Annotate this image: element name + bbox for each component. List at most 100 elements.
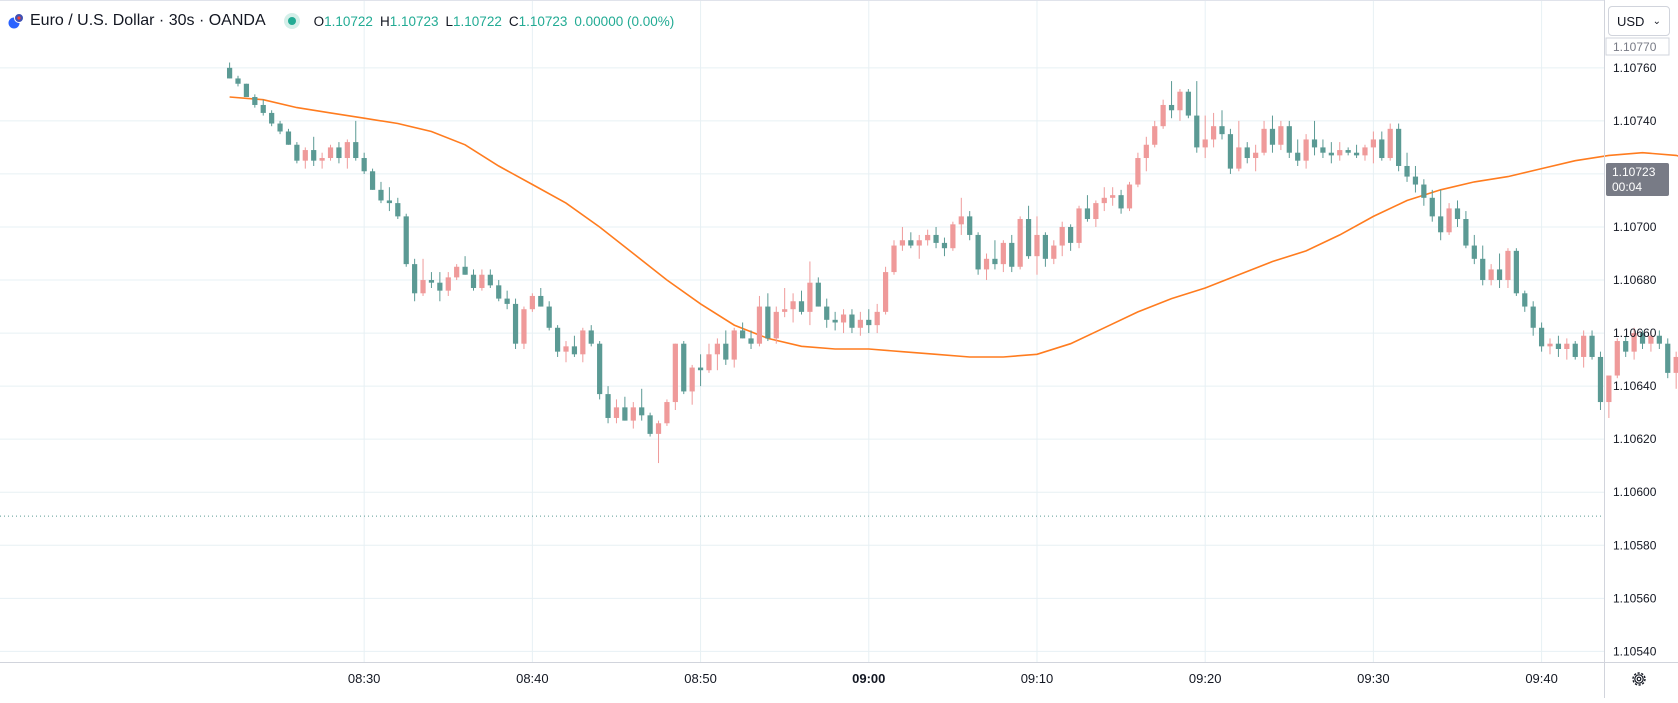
candle-body <box>369 171 376 190</box>
candle-body <box>1068 226 1074 243</box>
candle-body <box>269 112 275 124</box>
currency-selector[interactable]: USD ⌄ <box>1608 6 1670 36</box>
candle <box>1168 81 1175 119</box>
candle <box>933 226 939 249</box>
candle <box>1673 351 1678 389</box>
candle <box>1017 216 1023 270</box>
candle-body <box>1253 152 1259 159</box>
high-label: H <box>379 13 390 29</box>
candle-body <box>647 415 653 434</box>
low-label: L <box>445 13 454 29</box>
candle <box>1530 301 1536 336</box>
candle-body <box>1547 343 1553 347</box>
y-tick-label: 1.10640 <box>1613 379 1657 393</box>
candle-body <box>445 277 451 291</box>
candle-body <box>706 354 712 371</box>
price-tag-box <box>1606 163 1669 196</box>
candle <box>765 293 771 342</box>
candle-body <box>1505 250 1511 281</box>
candle-body <box>664 402 670 424</box>
candle-body <box>714 343 721 355</box>
candle-body <box>689 367 695 392</box>
chart-settings-button[interactable] <box>1628 668 1650 690</box>
candle-body <box>1480 258 1486 281</box>
y-tick-label: 1.10580 <box>1613 538 1657 552</box>
x-tick-label: 09:00 <box>852 671 885 686</box>
moving-average-line <box>229 96 1678 358</box>
candle-body <box>731 330 737 360</box>
candle <box>1194 81 1200 153</box>
candle-body <box>1522 293 1528 307</box>
candle-body <box>1538 327 1545 347</box>
candle <box>1631 327 1637 360</box>
candle-body <box>521 309 527 344</box>
candle <box>815 277 821 307</box>
candle <box>1084 195 1091 222</box>
candle-body <box>1143 144 1149 159</box>
candle <box>1547 338 1553 355</box>
candle <box>639 388 645 421</box>
x-tick-label: 08:30 <box>348 671 381 686</box>
candle-body <box>1152 126 1158 145</box>
candle <box>1320 139 1326 159</box>
candle-body <box>925 234 931 241</box>
top-price-box <box>1605 37 1670 56</box>
candle <box>723 330 729 365</box>
candle <box>1076 205 1082 249</box>
candle <box>832 311 838 331</box>
candle-body <box>420 280 426 294</box>
candle-body <box>798 301 805 312</box>
candle <box>428 272 435 288</box>
candle-body <box>1496 269 1503 281</box>
candle-body <box>252 97 258 105</box>
candle-body <box>983 258 990 270</box>
candle <box>1034 216 1040 275</box>
candle-body <box>1656 335 1662 344</box>
market-status-icon[interactable] <box>283 13 300 29</box>
candle-body <box>1101 197 1107 204</box>
candle <box>1286 120 1292 159</box>
candle <box>1454 200 1461 227</box>
low-value: 1.10722 <box>453 13 502 29</box>
candle-body <box>815 282 821 307</box>
candle-body <box>412 264 418 294</box>
candle <box>1488 264 1494 286</box>
y-tick-label: 1.10760 <box>1613 61 1657 75</box>
candle-body <box>496 285 502 299</box>
candle <box>1177 89 1183 121</box>
candle <box>1572 341 1578 360</box>
y-tick-label: 1.10620 <box>1613 432 1657 446</box>
candle <box>1412 165 1419 193</box>
candle-body <box>891 245 897 273</box>
candle <box>1496 253 1503 288</box>
candle <box>1009 234 1015 273</box>
candle-body <box>353 142 359 159</box>
candle-body <box>1084 208 1091 220</box>
candle <box>605 386 611 424</box>
candle <box>395 197 401 220</box>
symbol-title[interactable]: Euro / U.S. Dollar · 30s · OANDA <box>30 12 266 29</box>
candle-body <box>302 150 308 161</box>
candle <box>378 181 384 204</box>
y-tick-label: 1.10740 <box>1613 114 1657 128</box>
candle-body <box>1429 197 1435 217</box>
candle <box>1042 232 1048 267</box>
candle <box>874 303 880 334</box>
candle-body <box>1597 356 1604 403</box>
candle-body <box>630 407 636 421</box>
candles-layer <box>226 62 1678 464</box>
candle-body <box>260 104 266 113</box>
ohlc-high: H1.10723 <box>380 14 439 29</box>
candle-body <box>1404 165 1410 177</box>
candle <box>950 221 956 251</box>
candle-body <box>403 216 409 265</box>
candle-body <box>437 282 443 291</box>
close-value: 1.10723 <box>518 13 568 29</box>
candle-body <box>470 274 477 288</box>
candle-body <box>857 319 863 328</box>
candle-body <box>1059 226 1065 246</box>
candle-body <box>1379 139 1385 159</box>
candle-body <box>1396 128 1402 166</box>
